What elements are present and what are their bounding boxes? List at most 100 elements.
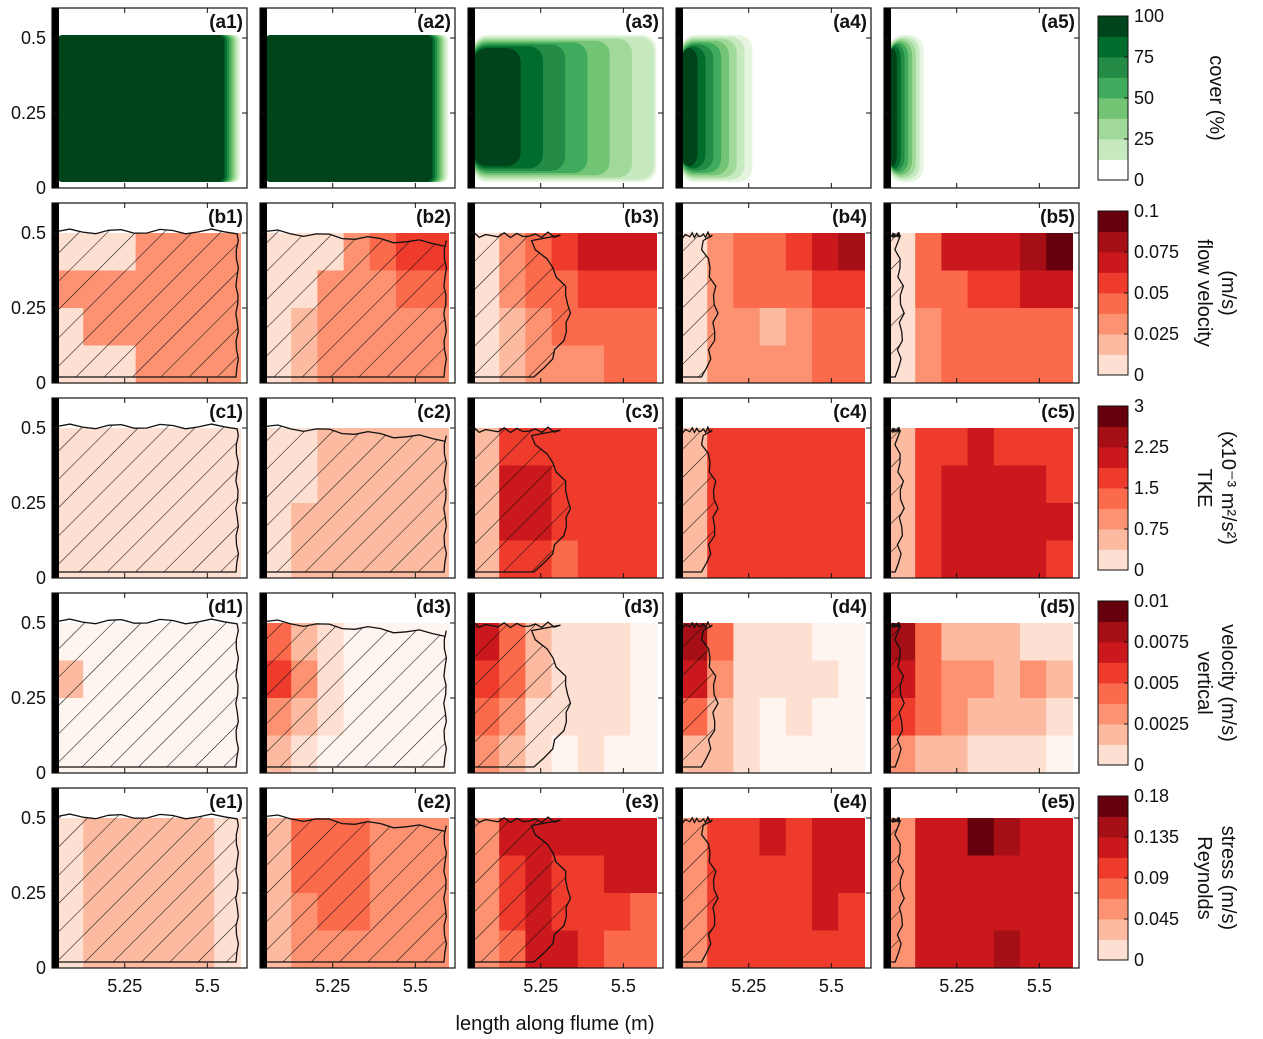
heat-cell [604,623,631,662]
heat-cell [551,233,579,272]
heat-cell [733,308,761,347]
heat-cell [604,540,631,578]
colorbar-label: stress (m/s) [1217,826,1239,930]
y-tick-label: 0 [36,568,46,588]
heat-cell [967,428,995,467]
heat-cell [1020,428,1047,467]
colorbar-segment [1098,549,1128,571]
cover-band [472,48,521,167]
heat-cell [577,818,605,857]
panel-label: (d1) [208,597,243,618]
heat-cell [733,540,761,578]
heat-cell [630,308,657,347]
colorbar-segment [1098,662,1128,684]
panel-b1: (b1) 0 0.25 0.5 [11,202,248,393]
x-axis-label: length along flume (m) [456,1013,655,1035]
heat-cell [577,893,605,932]
heat-cell [967,735,995,773]
heat-cell [941,233,969,272]
panel-label: (e3) [625,792,659,813]
colorbar-segment [1098,703,1128,725]
heat-cell [785,345,813,383]
heat-cell [630,465,657,504]
panel-d3: (d3) [467,592,664,774]
heat-cell [993,698,1021,737]
panel-label: (c4) [833,402,867,423]
flume-wall [468,593,475,773]
colorbar-tick-label: 2.25 [1134,437,1169,457]
canopy-outline [56,423,240,573]
heat-cell [941,308,969,347]
heat-cell [707,345,734,383]
heat-cell [1046,465,1073,504]
panel-label: (d3) [416,597,451,618]
heat-cell [915,893,942,932]
heat-cell [630,855,657,894]
colorbar-segment [1098,796,1128,817]
heat-cell [1046,818,1073,857]
colorbar-tick-label: 0.0025 [1134,714,1189,734]
colorbar-segment [1098,293,1128,314]
canopy-outline [680,815,719,963]
heat-cell [967,270,995,309]
y-tick-label: 0.5 [21,613,46,633]
flume-wall [260,593,267,773]
x-tick-label: 5.25 [315,976,350,996]
colorbar-label: velocity (m/s) [1217,624,1239,742]
y-tick-label: 0 [36,763,46,783]
heat-cell [1020,930,1047,968]
panel-b4: (b4) [675,202,872,384]
heat-cell [993,893,1021,932]
panel-e1: (e1) 0 0.25 0.5 5.25 5.5 [11,787,248,996]
heat-cell [812,503,839,542]
heat-cell [630,660,657,699]
heat-cell [993,930,1021,968]
panel-frame [883,7,1080,189]
panel-label: (d5) [1040,597,1075,618]
panel-frame [51,202,248,384]
x-tick-label: 5.5 [403,976,428,996]
heat-cell [1046,660,1073,699]
heat-cell [1020,623,1047,662]
heat-cell [604,855,631,894]
canopy-outline [264,814,448,963]
heat-cell [838,818,865,857]
heat-cell [551,735,579,773]
heat-cell [733,698,761,737]
heat-cell [915,345,942,383]
colorbar-segment [1098,98,1128,119]
heat-cell [604,428,631,467]
heat-cell [577,735,605,773]
heat-cell [1046,540,1073,578]
heat-cell [577,660,605,699]
heat-cell [1020,893,1047,932]
flume-wall [260,203,267,383]
heat-cell [1046,893,1073,932]
heat-cell [812,270,839,309]
canopy-outline [472,230,572,378]
colorbar-label: Reynolds [1193,836,1215,919]
heat-cell [785,270,813,309]
heat-cell [759,893,787,932]
heat-cell [630,428,657,467]
colorbar-tick-label: 0 [1134,950,1144,970]
heat-cell [1020,503,1047,542]
heat-cell [993,465,1021,504]
heat-cell [993,735,1021,773]
heat-cell [759,698,787,737]
canopy-outline [56,618,240,768]
panel-frame [259,397,456,579]
heat-cell [812,735,839,773]
y-tick-label: 0 [36,958,46,978]
heat-cell [812,623,839,662]
heat-cell [812,818,839,857]
heat-cell [1046,855,1073,894]
colorbar-c: 3 2.25 1.5 0.75 0 TKE (x10⁻³ m²/s²) [1097,396,1239,580]
colorbar-b: 0.1 0.075 0.05 0.025 0 flow velocity (m/s) [1097,201,1239,385]
heat-cell [993,233,1021,272]
heat-cell [1046,270,1073,309]
heat-cell [812,930,839,968]
colorbar-segment [1098,313,1128,335]
colorbar-tick-label: 1.5 [1134,478,1159,498]
